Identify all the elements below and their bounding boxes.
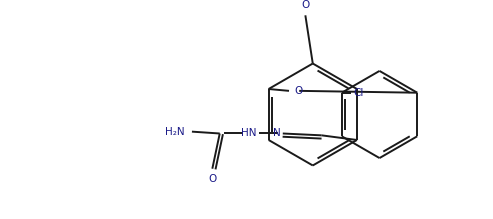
Text: O: O [301,0,310,10]
Text: Cl: Cl [353,88,363,98]
Text: O: O [295,86,303,96]
Text: N: N [273,129,281,138]
Text: O: O [208,174,216,184]
Text: HN: HN [241,129,257,138]
Text: H₂N: H₂N [165,127,184,137]
